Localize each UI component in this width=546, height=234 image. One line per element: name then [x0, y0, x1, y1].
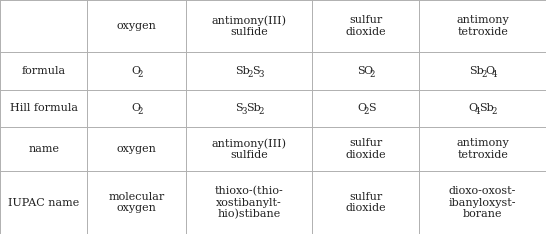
Text: O: O [131, 103, 140, 113]
Text: 2: 2 [364, 107, 369, 116]
Text: 2: 2 [258, 107, 264, 116]
Text: IUPAC name: IUPAC name [8, 197, 79, 208]
Text: O: O [364, 66, 372, 76]
Text: S: S [358, 66, 365, 76]
Text: 3: 3 [241, 107, 247, 116]
Text: antimony(III)
sulfide: antimony(III) sulfide [212, 138, 287, 160]
Text: name: name [28, 144, 59, 154]
Text: Sb: Sb [469, 66, 484, 76]
Text: molecular
oxygen: molecular oxygen [108, 192, 165, 213]
Text: sulfur
dioxide: sulfur dioxide [346, 15, 386, 37]
Text: O: O [486, 66, 495, 76]
Text: sulfur
dioxide: sulfur dioxide [346, 192, 386, 213]
Text: S: S [235, 103, 243, 113]
Text: antimony
tetroxide: antimony tetroxide [456, 138, 509, 160]
Text: dioxo-oxost-
ibanyloxyst-
borane: dioxo-oxost- ibanyloxyst- borane [449, 186, 517, 219]
Text: formula: formula [21, 66, 66, 76]
Text: 2: 2 [247, 70, 253, 79]
Text: S: S [252, 66, 260, 76]
Text: antimony
tetroxide: antimony tetroxide [456, 15, 509, 37]
Text: O: O [131, 66, 140, 76]
Text: O: O [358, 103, 366, 113]
Text: 2: 2 [492, 107, 497, 116]
Text: 4: 4 [475, 107, 480, 116]
Text: sulfur
dioxide: sulfur dioxide [346, 138, 386, 160]
Text: Hill formula: Hill formula [10, 103, 78, 113]
Text: 2: 2 [137, 107, 143, 116]
Text: thioxo-(thio-
xostibanylt-
hio)stibane: thioxo-(thio- xostibanylt- hio)stibane [215, 186, 283, 219]
Text: Sb: Sb [479, 103, 494, 113]
Text: 3: 3 [258, 70, 264, 79]
Text: 2: 2 [481, 70, 486, 79]
Text: Sb: Sb [246, 103, 261, 113]
Text: 2: 2 [137, 70, 143, 79]
Text: Sb: Sb [235, 66, 250, 76]
Text: 4: 4 [492, 70, 497, 79]
Text: S: S [368, 103, 376, 113]
Text: oxygen: oxygen [116, 144, 157, 154]
Text: O: O [469, 103, 478, 113]
Text: 2: 2 [370, 70, 375, 79]
Text: oxygen: oxygen [116, 21, 157, 31]
Text: antimony(III)
sulfide: antimony(III) sulfide [212, 15, 287, 37]
